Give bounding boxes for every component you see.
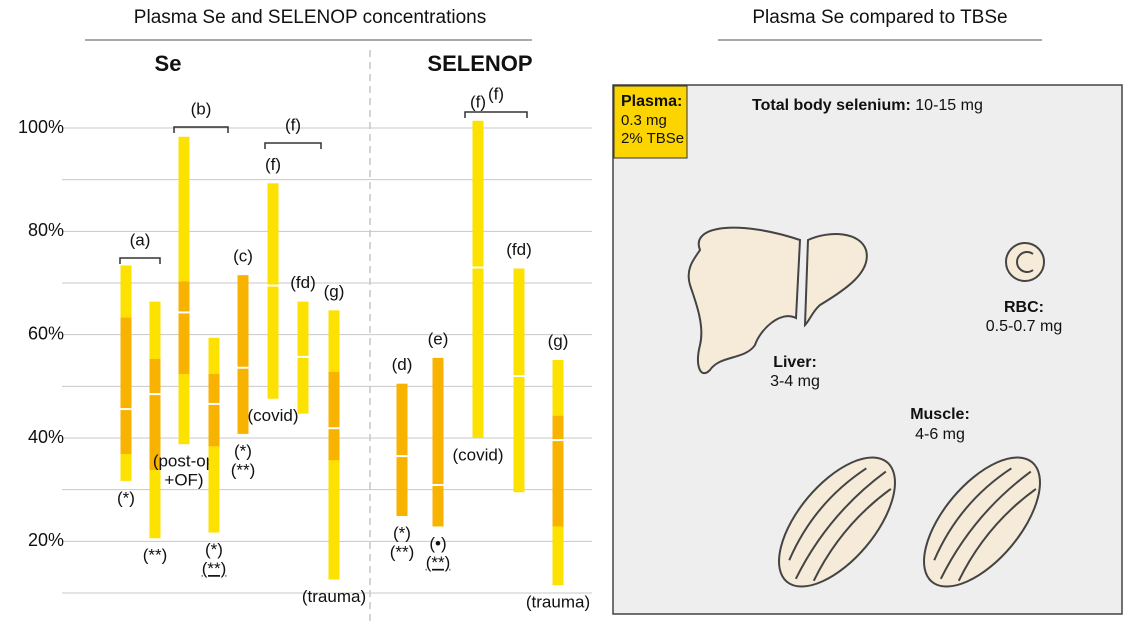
bracket-label: (b) bbox=[191, 99, 212, 118]
plasma-share: 2% TBSe bbox=[621, 130, 684, 147]
bar-note: (**) bbox=[426, 553, 451, 572]
y-tick-label: 80% bbox=[28, 220, 64, 240]
bar-note: (post-op bbox=[153, 452, 215, 471]
total-label: Total body selenium: bbox=[752, 97, 911, 114]
range-bar bbox=[268, 183, 279, 398]
bar-note: (*) bbox=[205, 540, 223, 559]
liver-label: Liver: bbox=[773, 354, 817, 371]
bar-note: (*) bbox=[234, 441, 252, 460]
bar-label: (fd) bbox=[290, 273, 316, 292]
bar-label: (f) bbox=[470, 92, 486, 111]
bracket-label: (a) bbox=[130, 230, 151, 249]
inner-range bbox=[553, 416, 564, 527]
y-tick-label: 40% bbox=[28, 427, 64, 447]
bar-label: (d) bbox=[392, 355, 413, 374]
range-bar bbox=[473, 121, 484, 438]
inner-range bbox=[397, 384, 408, 516]
panel-title: Se bbox=[155, 51, 182, 76]
bar-note: (*) bbox=[393, 524, 411, 543]
bar-note: (**) bbox=[143, 546, 168, 565]
liver-value: 3-4 mg bbox=[770, 373, 820, 390]
bar-label: (fd) bbox=[506, 240, 532, 259]
bar-note: (covid) bbox=[452, 445, 503, 464]
bar-label: (g) bbox=[548, 331, 569, 350]
inner-range bbox=[121, 318, 132, 454]
range-bar bbox=[514, 269, 525, 493]
rbc-value: 0.5-0.7 mg bbox=[986, 318, 1062, 335]
bar-label: (g) bbox=[324, 282, 345, 301]
inner-range bbox=[209, 374, 220, 446]
bar-note: (covid) bbox=[247, 406, 298, 425]
bracket bbox=[465, 112, 527, 118]
bar-label: (e) bbox=[428, 329, 449, 348]
bar-note: (trauma) bbox=[302, 587, 366, 606]
bar-note: (•) bbox=[429, 534, 446, 553]
bar-note: (**) bbox=[390, 543, 415, 562]
total-value: 10-15 mg bbox=[915, 97, 983, 114]
bar-note: (*) bbox=[117, 488, 135, 507]
diagram: Plasma: 0.3 mg 2% TBSe Total body seleni… bbox=[613, 85, 1122, 614]
panel-title: SELENOP bbox=[427, 51, 532, 76]
muscle-label: Muscle: bbox=[910, 406, 970, 423]
figure: Plasma Se and SELENOP concentrations Se … bbox=[0, 0, 1133, 625]
bracket-label: (f) bbox=[285, 115, 301, 134]
y-tick-label: 20% bbox=[28, 530, 64, 550]
y-tick-label: 60% bbox=[28, 323, 64, 343]
bracket bbox=[120, 258, 160, 264]
bar-note: (trauma) bbox=[526, 593, 590, 612]
chart-title: Plasma Se and SELENOP concentrations bbox=[134, 7, 486, 28]
plasma-label: Plasma: bbox=[621, 93, 682, 110]
bar-note: (**) bbox=[231, 460, 256, 479]
rbc-label: RBC: bbox=[1004, 299, 1044, 316]
muscle-value: 4-6 mg bbox=[915, 426, 965, 443]
bar-label: (f) bbox=[265, 155, 281, 174]
bracket-label: (f) bbox=[488, 84, 504, 103]
inner-range bbox=[329, 372, 340, 460]
inner-range bbox=[433, 358, 444, 526]
total-text: Total body selenium: 10-15 mg bbox=[752, 97, 983, 114]
rbc-icon bbox=[1006, 243, 1044, 281]
bar-label: (c) bbox=[233, 247, 253, 266]
diagram-title: Plasma Se compared to TBSe bbox=[752, 7, 1007, 28]
plasma-value: 0.3 mg bbox=[621, 112, 667, 129]
y-tick-label: 100% bbox=[18, 117, 64, 137]
bracket bbox=[265, 143, 321, 149]
inner-range bbox=[179, 281, 190, 373]
bar-note: +OF) bbox=[164, 471, 203, 490]
bar-note: (**) bbox=[202, 559, 227, 578]
